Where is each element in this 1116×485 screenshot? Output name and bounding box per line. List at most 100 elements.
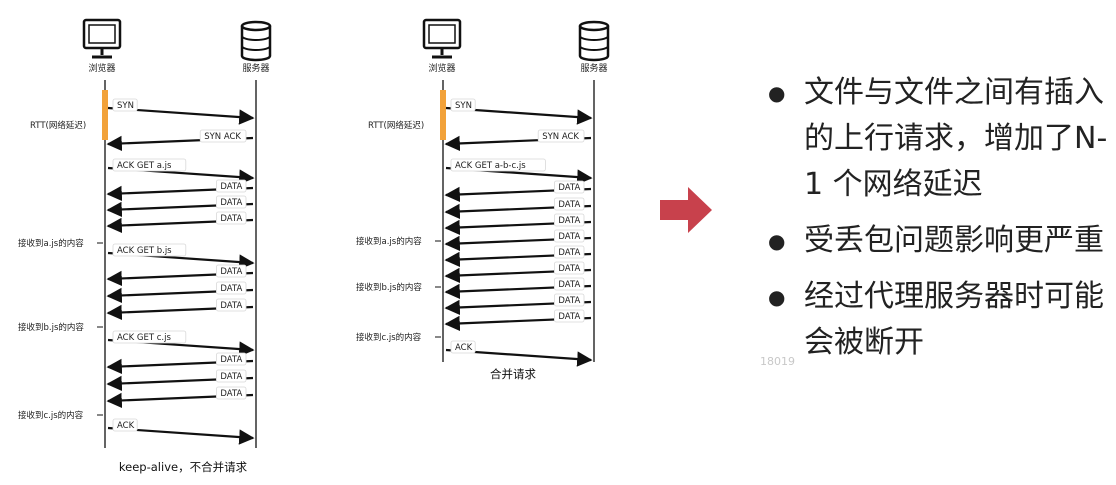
right-caption: 合并请求 [490,367,536,381]
receive-label: 接收到b.js的内容 [18,322,84,333]
client-label: 浏览器 [88,62,115,74]
sequence-arrow: DATA [106,179,254,202]
right-arrow-icon [660,187,712,233]
arrow-label: DATA [220,214,242,224]
arrow-label: DATA [220,389,242,399]
arrow-label: ACK GET a-b-c.js [455,161,526,171]
arrow-label-box [450,158,546,172]
sequence-arrow: ACK [107,418,255,445]
arrow-label-box [554,180,585,194]
arrow-label-box [554,261,585,275]
arrow-label-box [215,281,247,295]
arrow-label: DATA [220,355,242,365]
sequence-arrow: DATA [106,298,254,321]
arrow-label: DATA [558,183,580,193]
arrow-label: DATA [558,216,580,226]
sequence-arrow: DATA [106,352,254,375]
sequence-arrow: DATA [444,261,592,284]
arrow-label-box [112,158,187,172]
computer-monitor-icon [422,18,462,59]
watermark-text: 18019 [760,355,795,368]
arrow-label-box [215,195,247,209]
sequence-arrow: DATA [444,309,592,332]
bullet-list: 文件与文件之间有插入的上行请求，增加了N-1 个网络延迟 受丢包问题影响更严重 … [768,70,1108,376]
arrow-label-box [554,213,585,227]
sequence-arrow: SYN ACK [444,129,592,152]
receive-label: 接收到c.js的内容 [356,332,422,343]
sequence-arrow: SYN ACK [106,129,254,152]
arrow-label-box [450,340,476,354]
arrow-label-box [215,264,247,278]
sequence-arrow: DATA [106,281,254,304]
arrow-label: ACK GET a.js [117,161,172,171]
receive-label: 接收到a.js的内容 [356,236,422,247]
sequence-arrow: DATA [106,386,254,409]
right-arrows: SYN SYN ACK ACK GET a-b-c.js DATA DATA DATA DA… [444,98,593,367]
sequence-arrow: DATA [444,180,592,203]
left-caption: keep-alive，不合并请求 [119,460,248,474]
sequence-arrow: DATA [444,213,592,236]
sequence-arrow: SYN [445,98,593,125]
sequence-arrow: DATA [106,211,254,234]
arrow-label-box [450,98,476,112]
receive-label: 接收到b.js的内容 [356,282,422,293]
arrow-label-box [199,129,247,143]
sequence-arrow: DATA [106,369,254,392]
arrow-label: DATA [220,301,242,311]
sequence-arrow: ACK GET a-b-c.js [445,158,593,185]
sequence-arrow: DATA [444,245,592,268]
arrow-label: SYN ACK [542,132,579,142]
arrow-label-box [112,330,187,344]
rtt-bar [102,90,108,140]
sequence-arrow: ACK GET b.js [107,243,255,270]
right-sequence-diagram: 浏览器 服务器 RTT(网络延迟) SYN SYN ACK ACK GET a-b-… [356,18,610,381]
computer-monitor-icon [82,18,122,59]
arrow-label: DATA [220,372,242,382]
arrow-label-box [554,245,585,259]
receive-label: 接收到a.js的内容 [18,238,84,249]
bullet-item: 受丢包问题影响更严重 [768,218,1108,264]
arrow-label-box [554,293,585,307]
arrow-label-box [554,197,585,211]
arrow-label-box [554,229,585,243]
sequence-arrow: ACK [445,340,593,367]
rtt-bar [440,90,446,140]
left-sequence-diagram: 浏览器 服务器 RTT(网络延迟) SYN SYN ACK ACK GET a.js… [18,18,272,474]
sequence-arrow: DATA [444,197,592,220]
arrow-label-box [112,418,138,432]
arrow-label: DATA [558,200,580,210]
arrow-label-box [215,298,247,312]
arrow-label-box [537,129,585,143]
receive-label: 接收到c.js的内容 [18,410,84,421]
arrow-label-box [215,179,247,193]
sequence-arrow: SYN [107,98,255,125]
server-label: 服务器 [580,62,607,74]
left-arrows: SYN SYN ACK ACK GET a.js DATA DATA DATA ACK GE… [106,98,255,445]
sequence-arrow: DATA [106,195,254,218]
arrow-label: DATA [558,232,580,242]
arrow-label: DATA [220,182,242,192]
sequence-arrow: DATA [444,293,592,316]
arrow-label: ACK GET c.js [117,333,171,343]
arrow-label: SYN [117,101,134,111]
rtt-label: RTT(网络延迟) [368,120,424,131]
arrow-label-box [215,386,247,400]
arrow-label: DATA [558,248,580,258]
arrow-label: DATA [220,267,242,277]
sequence-arrow: DATA [106,264,254,287]
sequence-arrow: DATA [444,229,592,252]
database-server-icon [578,20,610,62]
arrow-label-box [215,211,247,225]
bullet-item: 经过代理服务器时可能会被断开 [768,274,1108,366]
sequence-arrow: ACK GET a.js [107,158,255,185]
arrow-label-box [215,352,247,366]
sequence-arrow: ACK GET c.js [107,330,255,357]
arrow-label: ACK GET b.js [117,246,172,256]
arrow-label: DATA [558,312,580,322]
bullet-item: 文件与文件之间有插入的上行请求，增加了N-1 个网络延迟 [768,70,1108,208]
arrow-label: SYN ACK [204,132,241,142]
arrow-label-box [112,98,138,112]
arrow-label-box [554,277,585,291]
